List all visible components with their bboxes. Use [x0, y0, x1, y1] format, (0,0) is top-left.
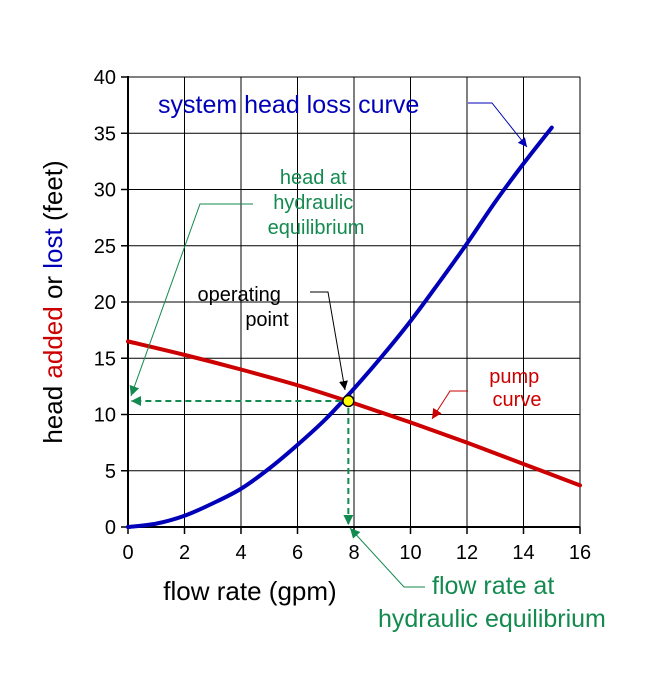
- x-tick-label: 16: [569, 542, 591, 564]
- operating-point-label-line1: operating: [198, 284, 281, 306]
- x-tick-label: 8: [348, 542, 359, 564]
- y-tick-label: 0: [105, 517, 116, 539]
- flow-equilibrium-label: flow rate at hydraulic equilibrium: [378, 572, 606, 633]
- operating-point-layer: [342, 394, 355, 408]
- x-tick-label: 14: [512, 542, 534, 564]
- x-tick-label: 2: [179, 542, 190, 564]
- head-equilibrium-label-line2: hydraulic: [273, 192, 353, 214]
- head-equilibrium-label-line3: equilibrium: [268, 217, 365, 239]
- y-tick-label: 20: [94, 292, 116, 314]
- system-curve-label: system head loss curve: [158, 91, 419, 119]
- system-head-loss-curve: [126, 125, 554, 529]
- y-axis-title: head added or lost (feet): [38, 160, 68, 443]
- tick-labels: 0 2 4 6 8 10 12 14 16 0 5 10 15 20 25 30 35 40: [94, 67, 591, 564]
- flow-equilibrium-label-line2: hydraulic equilibrium: [378, 605, 606, 633]
- flow-equilibrium-label-arrow: [349, 527, 425, 588]
- head-equilibrium-label-line1: head at: [280, 167, 347, 189]
- y-tick-label: 15: [94, 348, 116, 370]
- y-tick-label: 30: [94, 180, 116, 202]
- head-equilibrium-label-arrow: [129, 203, 253, 397]
- flow-equilibrium-label-line1: flow rate at: [432, 572, 554, 600]
- y-axis-title-part-lost: lost: [38, 227, 68, 268]
- y-tick-label: 35: [94, 123, 116, 145]
- x-tick-label: 4: [235, 542, 246, 564]
- x-axis-title: flow rate (gpm): [163, 576, 336, 606]
- operating-point-label-line2: point: [245, 309, 289, 331]
- y-axis-title-part-or: or: [38, 269, 68, 307]
- y-axis-title-part-head: head: [38, 379, 68, 444]
- y-tick-label: 10: [94, 405, 116, 427]
- pump-curve-label: pump curve: [489, 366, 545, 411]
- x-tick-label: 0: [122, 542, 133, 564]
- grid: [121, 76, 581, 534]
- x-tick-label: 12: [456, 542, 478, 564]
- x-tick-label: 6: [292, 542, 303, 564]
- equilibrium-guides: [131, 396, 354, 525]
- x-tick-label: 10: [399, 542, 421, 564]
- pump-curve-label-line1: pump: [489, 366, 539, 388]
- y-tick-label: 5: [105, 461, 116, 483]
- operating-point-label-arrow: [310, 291, 348, 391]
- operating-point-label: operating point: [198, 284, 290, 331]
- y-tick-label: 25: [94, 236, 116, 258]
- head-equilibrium-label: head at hydraulic equilibrium: [268, 167, 365, 239]
- y-axis-title-part-feet: (feet): [38, 160, 68, 228]
- y-tick-label: 40: [94, 67, 116, 89]
- system-curve-label-arrow: [468, 102, 528, 148]
- pump-curve-label-arrow: [431, 390, 468, 420]
- operating-point-marker: [342, 394, 355, 408]
- pump-curve-label-line2: curve: [493, 389, 542, 411]
- y-axis-title-part-added: added: [38, 306, 68, 378]
